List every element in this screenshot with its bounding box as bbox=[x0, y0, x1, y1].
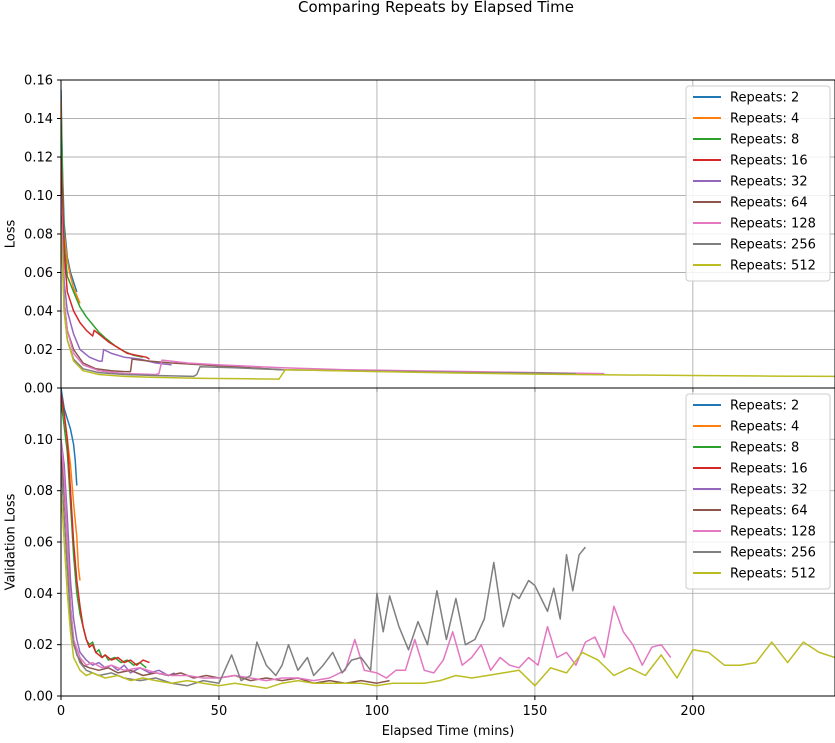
series-line-256 bbox=[61, 465, 585, 686]
y-tick-label: 0.04 bbox=[24, 305, 53, 320]
y-tick-label: 0.12 bbox=[24, 151, 53, 166]
y-tick-label: 0.08 bbox=[24, 228, 53, 243]
legend-label: Repeats: 2 bbox=[730, 91, 799, 106]
x-tick-label: 200 bbox=[680, 704, 705, 719]
legend-label: Repeats: 32 bbox=[730, 175, 808, 190]
x-tick-label: 50 bbox=[211, 704, 228, 719]
series-line-64 bbox=[61, 452, 390, 683]
x-tick-label: 100 bbox=[365, 704, 390, 719]
legend-label: Repeats: 512 bbox=[730, 259, 816, 274]
x-tick-label: 150 bbox=[522, 704, 547, 719]
y-tick-label: 0.16 bbox=[24, 74, 53, 89]
legend-label: Repeats: 64 bbox=[730, 196, 808, 211]
series-line-256 bbox=[61, 215, 576, 377]
series-line-16 bbox=[61, 157, 150, 359]
y-tick-label: 0.00 bbox=[24, 382, 53, 397]
legend-label: Repeats: 256 bbox=[730, 546, 816, 561]
y-tick-label: 0.00 bbox=[24, 690, 53, 705]
x-axis-label: Elapsed Time (mins) bbox=[382, 724, 515, 739]
legend-label: Repeats: 512 bbox=[730, 567, 816, 582]
y-tick-label: 0.04 bbox=[24, 587, 53, 602]
legend: Repeats: 2 Repeats: 4 Repeats: 8 Repeats: 1… bbox=[686, 86, 830, 281]
legend-label: Repeats: 8 bbox=[730, 133, 799, 148]
y-tick-label: 0.14 bbox=[24, 112, 53, 127]
legend-label: Repeats: 32 bbox=[730, 483, 808, 498]
legend-label: Repeats: 64 bbox=[730, 504, 808, 519]
legend: Repeats: 2 Repeats: 4 Repeats: 8 Repeats: 1… bbox=[686, 394, 830, 589]
series-line-64 bbox=[61, 215, 282, 372]
legend-label: Repeats: 16 bbox=[730, 154, 808, 169]
figure-title: Comparing Repeats by Elapsed Time bbox=[298, 0, 574, 16]
validation-loss-panel: 0.00 0.02 0.04 0.06 0.08 0.10 0 50 100 150 200 Vali… bbox=[4, 388, 835, 739]
series-line-128 bbox=[61, 196, 604, 375]
y-tick-label: 0.02 bbox=[24, 343, 53, 358]
y-tick-label: 0.08 bbox=[24, 484, 53, 499]
y-tick-label: 0.06 bbox=[24, 536, 53, 551]
legend-label: Repeats: 16 bbox=[730, 462, 808, 477]
legend-label: Repeats: 256 bbox=[730, 238, 816, 253]
legend-label: Repeats: 4 bbox=[730, 112, 799, 127]
loss-panel: 0.00 0.02 0.04 0.06 0.08 0.10 0.12 0.14 0.16 Loss… bbox=[4, 74, 835, 397]
legend-label: Repeats: 2 bbox=[730, 399, 799, 414]
y-axis-label: Validation Loss bbox=[4, 493, 19, 590]
series-line-8 bbox=[61, 119, 143, 358]
y-tick-label: 0.10 bbox=[24, 433, 53, 448]
series-line-32 bbox=[61, 196, 172, 365]
legend-label: Repeats: 128 bbox=[730, 525, 816, 540]
legend-label: Repeats: 8 bbox=[730, 441, 799, 456]
y-tick-label: 0.06 bbox=[24, 266, 53, 281]
y-tick-label: 0.10 bbox=[24, 189, 53, 204]
y-tick-label: 0.02 bbox=[24, 638, 53, 653]
legend-label: Repeats: 128 bbox=[730, 217, 816, 232]
y-axis-label: Loss bbox=[4, 220, 19, 249]
x-tick-label: 0 bbox=[57, 704, 65, 719]
legend-label: Repeats: 4 bbox=[730, 420, 799, 435]
